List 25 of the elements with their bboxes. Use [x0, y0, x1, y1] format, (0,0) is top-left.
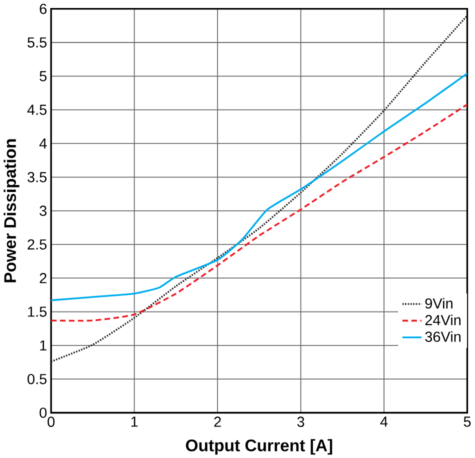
y-tick-label: 0	[40, 407, 47, 418]
y-tick-label: 3	[40, 205, 47, 216]
x-axis-title: Output Current [A]	[186, 438, 332, 454]
y-axis-title: Power Dissipation	[4, 139, 20, 282]
y-tick-label: 2	[40, 272, 46, 283]
legend-label: 36Vin	[425, 331, 460, 342]
x-tick-label: 3	[297, 416, 304, 427]
legend-label: 24Vin	[425, 314, 460, 325]
y-tick-label: 4	[39, 138, 47, 148]
x-tick-label: 2	[214, 416, 221, 427]
y-tick-label: 1.5	[28, 306, 47, 317]
y-tick-label: 0.5	[28, 374, 47, 384]
y-tick-label: 6	[40, 4, 47, 14]
y-tick-label: 4.5	[27, 104, 47, 115]
y-tick-label: 5	[40, 70, 47, 82]
x-tick-label: 1	[131, 416, 138, 426]
y-tick-label: 2.5	[28, 239, 47, 250]
x-tick-label: 5	[464, 416, 471, 427]
x-tick-label: 0	[48, 416, 55, 427]
y-tick-label: 5.5	[28, 37, 47, 48]
y-tick-label: 3.5	[28, 172, 47, 182]
x-tick-label: 4	[380, 416, 388, 426]
y-tick-label: 1	[40, 340, 46, 350]
line-series	[51, 14, 468, 362]
legend-label: 9Vin	[425, 298, 452, 308]
